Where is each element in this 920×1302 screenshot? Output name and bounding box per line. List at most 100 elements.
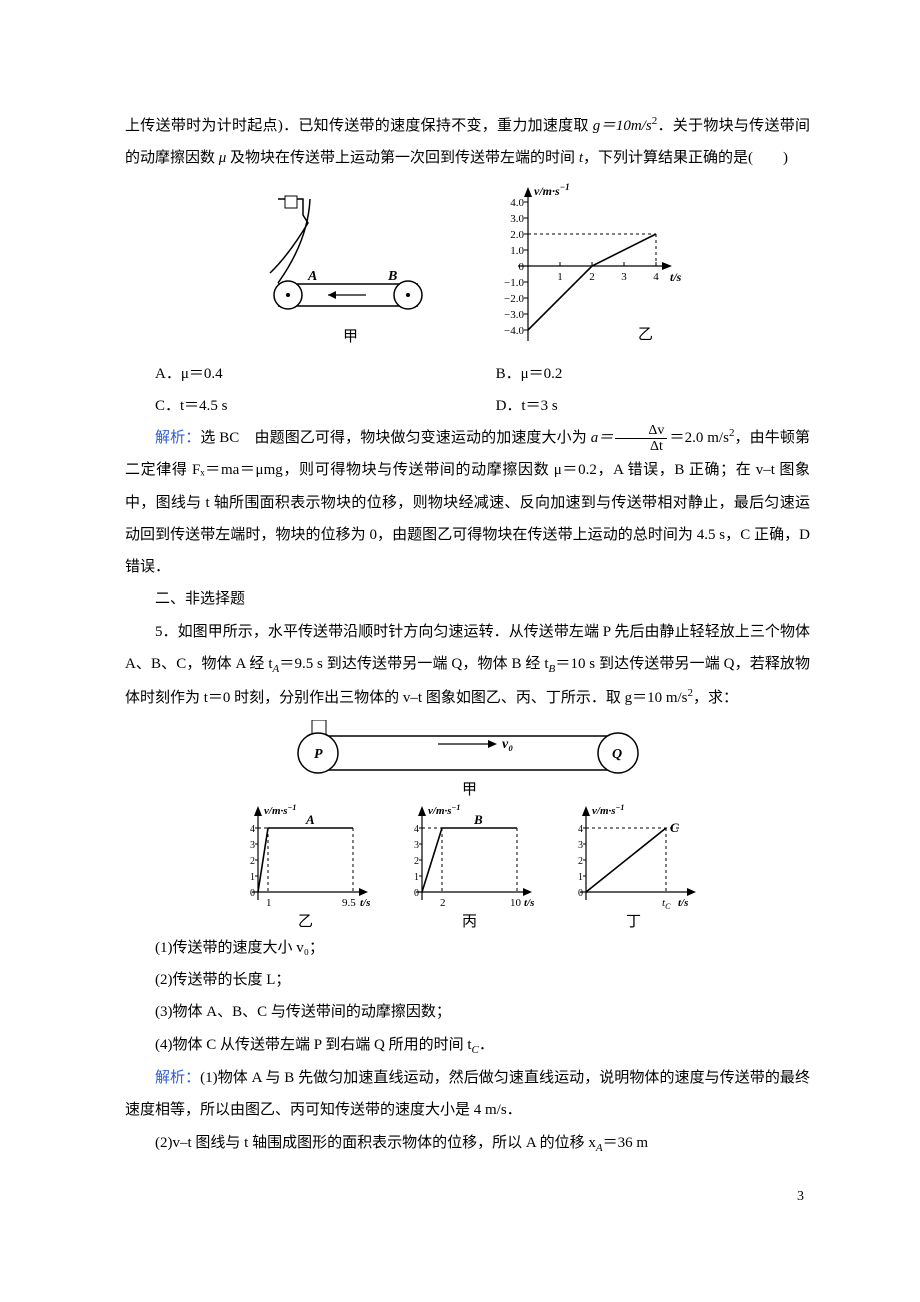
q4-option-A: A．μ＝0.4 [155, 358, 496, 390]
q5-A-yticks: 4 3 2 1 0 [250, 824, 258, 899]
q5-sub4b: ． [479, 1037, 494, 1053]
svg-text:2: 2 [589, 271, 595, 283]
svg-text:v/m·s−1: v/m·s−1 [264, 803, 296, 817]
q4-label-A: A [307, 269, 317, 284]
q4-y-ticks: 4.0 3.0 2.0 1.0 0 −1.0 −2.0 −3.0 −4.0 [504, 197, 528, 337]
q4-figure-svg: A B 甲 v/m·s−1 t/s 4.0 3.0 2.0 [248, 181, 688, 356]
q4-analysis: 解析：选 BC 由题图乙可得，物块做匀变速运动的加速度大小为 a＝ΔvΔt＝2.… [125, 422, 810, 583]
q5-an-p2b: ＝36 m [603, 1135, 648, 1151]
q5-sub3: (3)物体 A、B、C 与传送带间的动摩擦因数； [125, 996, 810, 1028]
q4-stem-cont: 上传送带时为计时起点)．已知传送带的速度保持不变，重力加速度取 g＝10m/s2… [125, 110, 810, 175]
q5-belt-caption: 甲 [462, 782, 477, 798]
q5-belt-svg: P Q v₀ 甲 [288, 720, 648, 798]
svg-text:1: 1 [557, 271, 563, 283]
svg-text:−3.0: −3.0 [504, 309, 524, 321]
q5-graph-A: v/m·s−1 4 3 2 1 0 A 1 9.5 t/s 乙 [234, 802, 374, 932]
svg-text:2: 2 [440, 897, 446, 909]
svg-text:2: 2 [578, 856, 583, 867]
q5-sub4sub: C [472, 1044, 479, 1056]
q4-a-rhs: ＝2.0 m/s [669, 430, 729, 446]
q5-C-yticks: 4 3 2 1 0 [578, 824, 586, 899]
svg-text:t/s: t/s [524, 897, 534, 909]
q4-an-1: 选 BC 由题图乙可得，物块做匀变速运动的加速度大小为 [200, 430, 590, 446]
q5-an-p2: (2)v–t 图线与 t 轴围成图形的面积表示物体的位移，所以 A 的位移 x [155, 1135, 596, 1151]
q5-graphs: v/m·s−1 4 3 2 1 0 A 1 9.5 t/s 乙 [125, 802, 810, 932]
svg-text:v/m·s−1: v/m·s−1 [592, 803, 624, 817]
svg-text:1: 1 [250, 872, 255, 883]
q4-label-B: B [387, 269, 397, 284]
q4-x-ticks: 1 2 3 4 [557, 262, 659, 283]
q5-an-label: 解析： [155, 1070, 200, 1086]
svg-text:3: 3 [578, 840, 583, 851]
q4-g: g＝10m/s [593, 118, 652, 134]
q5-sub4a: (4)物体 C 从传送带左端 P 到右端 Q 所用的时间 t [155, 1037, 472, 1053]
svg-text:4: 4 [578, 824, 583, 835]
q5-analysis-1: 解析：(1)物体 A 与 B 先做匀加速直线运动，然后做匀速直线运动，说明物体的… [125, 1062, 810, 1127]
q5-cap-yi: 乙 [298, 914, 313, 930]
svg-text:9.5: 9.5 [342, 897, 356, 909]
q5-an-p2sub: A [596, 1142, 603, 1154]
svg-text:−4.0: −4.0 [504, 325, 524, 337]
svg-text:tC: tC [662, 897, 671, 911]
q4-option-D: D．t＝3 s [496, 390, 810, 422]
q4-text-1: 上传送带时为计时起点)．已知传送带的速度保持不变，重力加速度取 [125, 118, 589, 134]
q5-A-label: A [305, 812, 315, 827]
q4-frac-top: Δv [615, 423, 667, 439]
analysis-label: 解析： [155, 430, 200, 446]
svg-text:2: 2 [250, 856, 255, 867]
svg-text:3.0: 3.0 [510, 213, 524, 225]
q4-belt-diagram: A B 甲 [270, 196, 422, 345]
svg-text:1: 1 [266, 897, 272, 909]
svg-text:−2.0: −2.0 [504, 293, 524, 305]
svg-text:0: 0 [414, 888, 419, 899]
q4-vt-caption: 乙 [638, 327, 653, 343]
q5-C-label: C [670, 820, 679, 835]
q4-x-label: t/s [670, 270, 682, 284]
q4-belt-caption: 甲 [343, 329, 358, 345]
svg-text:1: 1 [578, 872, 583, 883]
svg-text:0: 0 [518, 261, 524, 273]
q4-text-3: 及物块在传送带上运动第一次回到传送带左端的时间 [226, 150, 579, 166]
q5-cap-bing: 丙 [462, 914, 477, 930]
q4-figure: A B 甲 v/m·s−1 t/s 4.0 3.0 2.0 [125, 181, 810, 356]
q5-belt-figure: P Q v₀ 甲 [125, 720, 810, 798]
q4-option-B: B．μ＝0.2 [496, 358, 810, 390]
q5-graph-B: v/m·s−1 4 3 2 1 0 B 2 1 0 t/s 丙 [398, 802, 538, 932]
svg-text:4.0: 4.0 [510, 197, 524, 209]
q4-a-lhs: a＝ [591, 430, 614, 446]
q4-an-tail: ，由牛顿第二定律得 Fₓ＝ma＝μmg，则可得物块与传送带间的动摩擦因数 μ＝0… [125, 430, 810, 575]
svg-text:3: 3 [250, 840, 255, 851]
q5-sub2: (2)传送带的长度 L； [125, 964, 810, 996]
q5-sub4: (4)物体 C 从传送带左端 P 到右端 Q 所用的时间 tC． [125, 1029, 810, 1063]
svg-text:4: 4 [414, 824, 419, 835]
q5-s2: ＝9.5 s 到达传送带另一端 Q，物体 B 经 t [279, 656, 548, 672]
q5-B-label: B [473, 812, 483, 827]
svg-text:0: 0 [250, 888, 255, 899]
svg-text:0: 0 [578, 888, 583, 899]
svg-text:2: 2 [414, 856, 419, 867]
q5-cap-ding: 丁 [626, 914, 641, 930]
svg-text:1: 1 [414, 872, 419, 883]
page-number: 3 [125, 1182, 810, 1212]
svg-text:t/s: t/s [360, 897, 370, 909]
svg-text:t/s: t/s [678, 897, 688, 909]
svg-text:4: 4 [250, 824, 255, 835]
q5-B-yticks: 4 3 2 1 0 [414, 824, 422, 899]
q5-analysis-2: (2)v–t 图线与 t 轴围成图形的面积表示物体的位移，所以 A 的位移 xA… [125, 1127, 810, 1161]
svg-text:1.0: 1.0 [510, 245, 524, 257]
section-2-title: 二、非选择题 [125, 583, 810, 615]
q4-frac-bot: Δt [615, 439, 667, 454]
q5-sub1: (1)传送带的速度大小 v₀； [125, 932, 810, 964]
svg-text:v/m·s−1: v/m·s−1 [428, 803, 460, 817]
svg-text:3: 3 [621, 271, 627, 283]
q5-s4: ，求： [693, 690, 738, 706]
q4-text-4: ，下列计算结果正确的是( ) [583, 150, 788, 166]
q5-Q: Q [612, 747, 622, 762]
q5-P: P [314, 747, 323, 762]
svg-text:4: 4 [653, 271, 659, 283]
q5-stem: 5．如图甲所示，水平传送带沿顺时针方向匀速运转．从传送带左端 P 先后由静止轻轻… [125, 616, 810, 714]
q5-graph-C: v/m·s−1 4 3 2 1 0 C tC t/s 丁 [562, 802, 702, 932]
q4-vt-graph: v/m·s−1 t/s 4.0 3.0 2.0 1.0 0 −1.0 −2.0 … [504, 182, 682, 343]
svg-text:3: 3 [414, 840, 419, 851]
q4-option-C: C．t＝4.5 s [155, 390, 496, 422]
